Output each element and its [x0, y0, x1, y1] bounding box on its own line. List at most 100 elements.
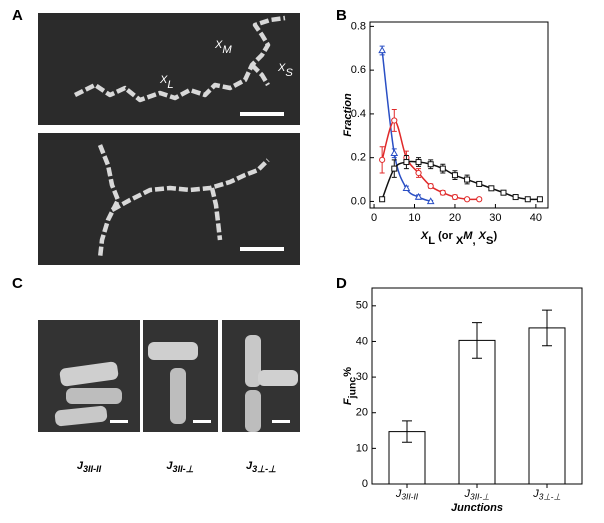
text-part: )	[493, 230, 497, 242]
y-tick-label: 50	[356, 300, 368, 312]
y-tick-label: 20	[356, 407, 368, 419]
subscript: L	[167, 79, 173, 91]
rich-label: J3⊥-⊥	[246, 460, 276, 474]
error-bar	[402, 420, 412, 443]
data-point	[391, 117, 398, 124]
x-tick-label: 20	[449, 212, 461, 224]
text-part: J	[77, 460, 84, 472]
data-point	[390, 149, 399, 156]
subscript: L	[428, 235, 435, 247]
data-point	[476, 180, 483, 187]
data-point	[524, 196, 531, 203]
y-tick-label: 0	[362, 478, 368, 490]
x-tick-label: 40	[530, 212, 542, 224]
text-part: F	[342, 398, 354, 405]
subscript: X	[456, 235, 464, 247]
subscript: ,	[472, 235, 478, 247]
data-point	[415, 169, 422, 177]
x-tick-label: 30	[489, 212, 501, 224]
rich-label: J3II-⊥	[166, 460, 193, 474]
subscript: S	[486, 235, 494, 247]
y-axis-label: Fraction	[342, 93, 354, 137]
text-part: %	[342, 367, 354, 377]
subscript: junc	[346, 377, 358, 400]
subscript: M	[222, 44, 232, 56]
text-part: X	[478, 230, 487, 242]
panel-label: D	[336, 275, 347, 292]
data-point	[476, 196, 483, 203]
error-bar	[472, 322, 482, 359]
panel-label: B	[336, 7, 347, 24]
data-point	[379, 156, 386, 163]
text-part: M	[463, 230, 473, 242]
y-tick-label: 40	[356, 335, 368, 347]
y-tick-label: 0.0	[351, 195, 366, 207]
data-point	[512, 194, 519, 201]
y-tick-label: 0.4	[351, 108, 366, 120]
y-tick-label: 10	[356, 442, 368, 454]
y-tick-label: 0.6	[351, 64, 366, 76]
rich-label: XM	[214, 39, 232, 56]
data-point	[378, 46, 386, 54]
series-line	[381, 160, 540, 201]
data-point	[500, 189, 507, 196]
data-point	[427, 183, 434, 190]
rich-label: J3II-II	[77, 460, 102, 474]
subscript: 3⊥-⊥	[539, 492, 561, 502]
data-point	[439, 189, 446, 196]
data-point	[464, 176, 471, 183]
rich-label: J3II-⊥	[464, 488, 490, 502]
data-point	[439, 165, 446, 172]
subscript: 3II-⊥	[173, 464, 194, 474]
rich-label: XL (or XM, XS)	[420, 230, 498, 247]
y-tick-label: 0.8	[351, 20, 366, 32]
data-point	[414, 192, 423, 200]
data-point	[536, 196, 543, 203]
data-point	[415, 159, 422, 166]
rich-label: J3⊥-⊥	[532, 488, 561, 502]
subscript: 3II-II	[401, 492, 418, 502]
text-part: J	[246, 460, 253, 472]
panel-label: A	[12, 7, 23, 24]
rich-label: J3II-II	[395, 488, 419, 502]
rich-label: XS	[277, 62, 293, 79]
data-point	[463, 196, 471, 203]
subscript: 3⊥-⊥	[252, 464, 276, 474]
rich-label: Fjunc%	[342, 367, 358, 405]
panel-label: C	[12, 275, 23, 292]
axes-frame	[369, 21, 549, 209]
error-bar	[542, 309, 552, 347]
x-tick-label: 0	[371, 212, 377, 224]
text-part: X	[159, 74, 168, 86]
text-part: J	[532, 488, 539, 500]
data-point	[403, 159, 410, 166]
y-tick-label: 0.2	[351, 152, 366, 164]
micrograph	[38, 13, 300, 265]
text-part: (or	[435, 230, 456, 242]
text-part: X	[420, 230, 429, 242]
data-point	[488, 185, 495, 192]
data-point	[391, 165, 398, 172]
subscript: 3II-⊥	[470, 492, 489, 502]
text-part: J	[464, 488, 471, 500]
text-part: X	[214, 39, 223, 51]
data-point	[426, 197, 435, 205]
rich-label: XL	[159, 74, 174, 91]
data-point	[427, 161, 434, 168]
data-point	[451, 172, 458, 179]
subscript: S	[285, 67, 293, 79]
text-part: X	[277, 62, 286, 74]
data-point	[402, 184, 411, 192]
bar	[528, 327, 566, 485]
bar	[458, 339, 496, 485]
x-axis-label: Junctions	[451, 502, 503, 514]
data-point	[379, 196, 386, 203]
text-part: J	[395, 488, 402, 500]
micrograph	[38, 320, 300, 432]
text-part: J	[166, 460, 173, 472]
y-tick-label: 30	[356, 371, 368, 383]
data-point	[451, 193, 459, 201]
subscript: 3II-II	[83, 464, 102, 474]
x-tick-label: 10	[408, 212, 420, 224]
